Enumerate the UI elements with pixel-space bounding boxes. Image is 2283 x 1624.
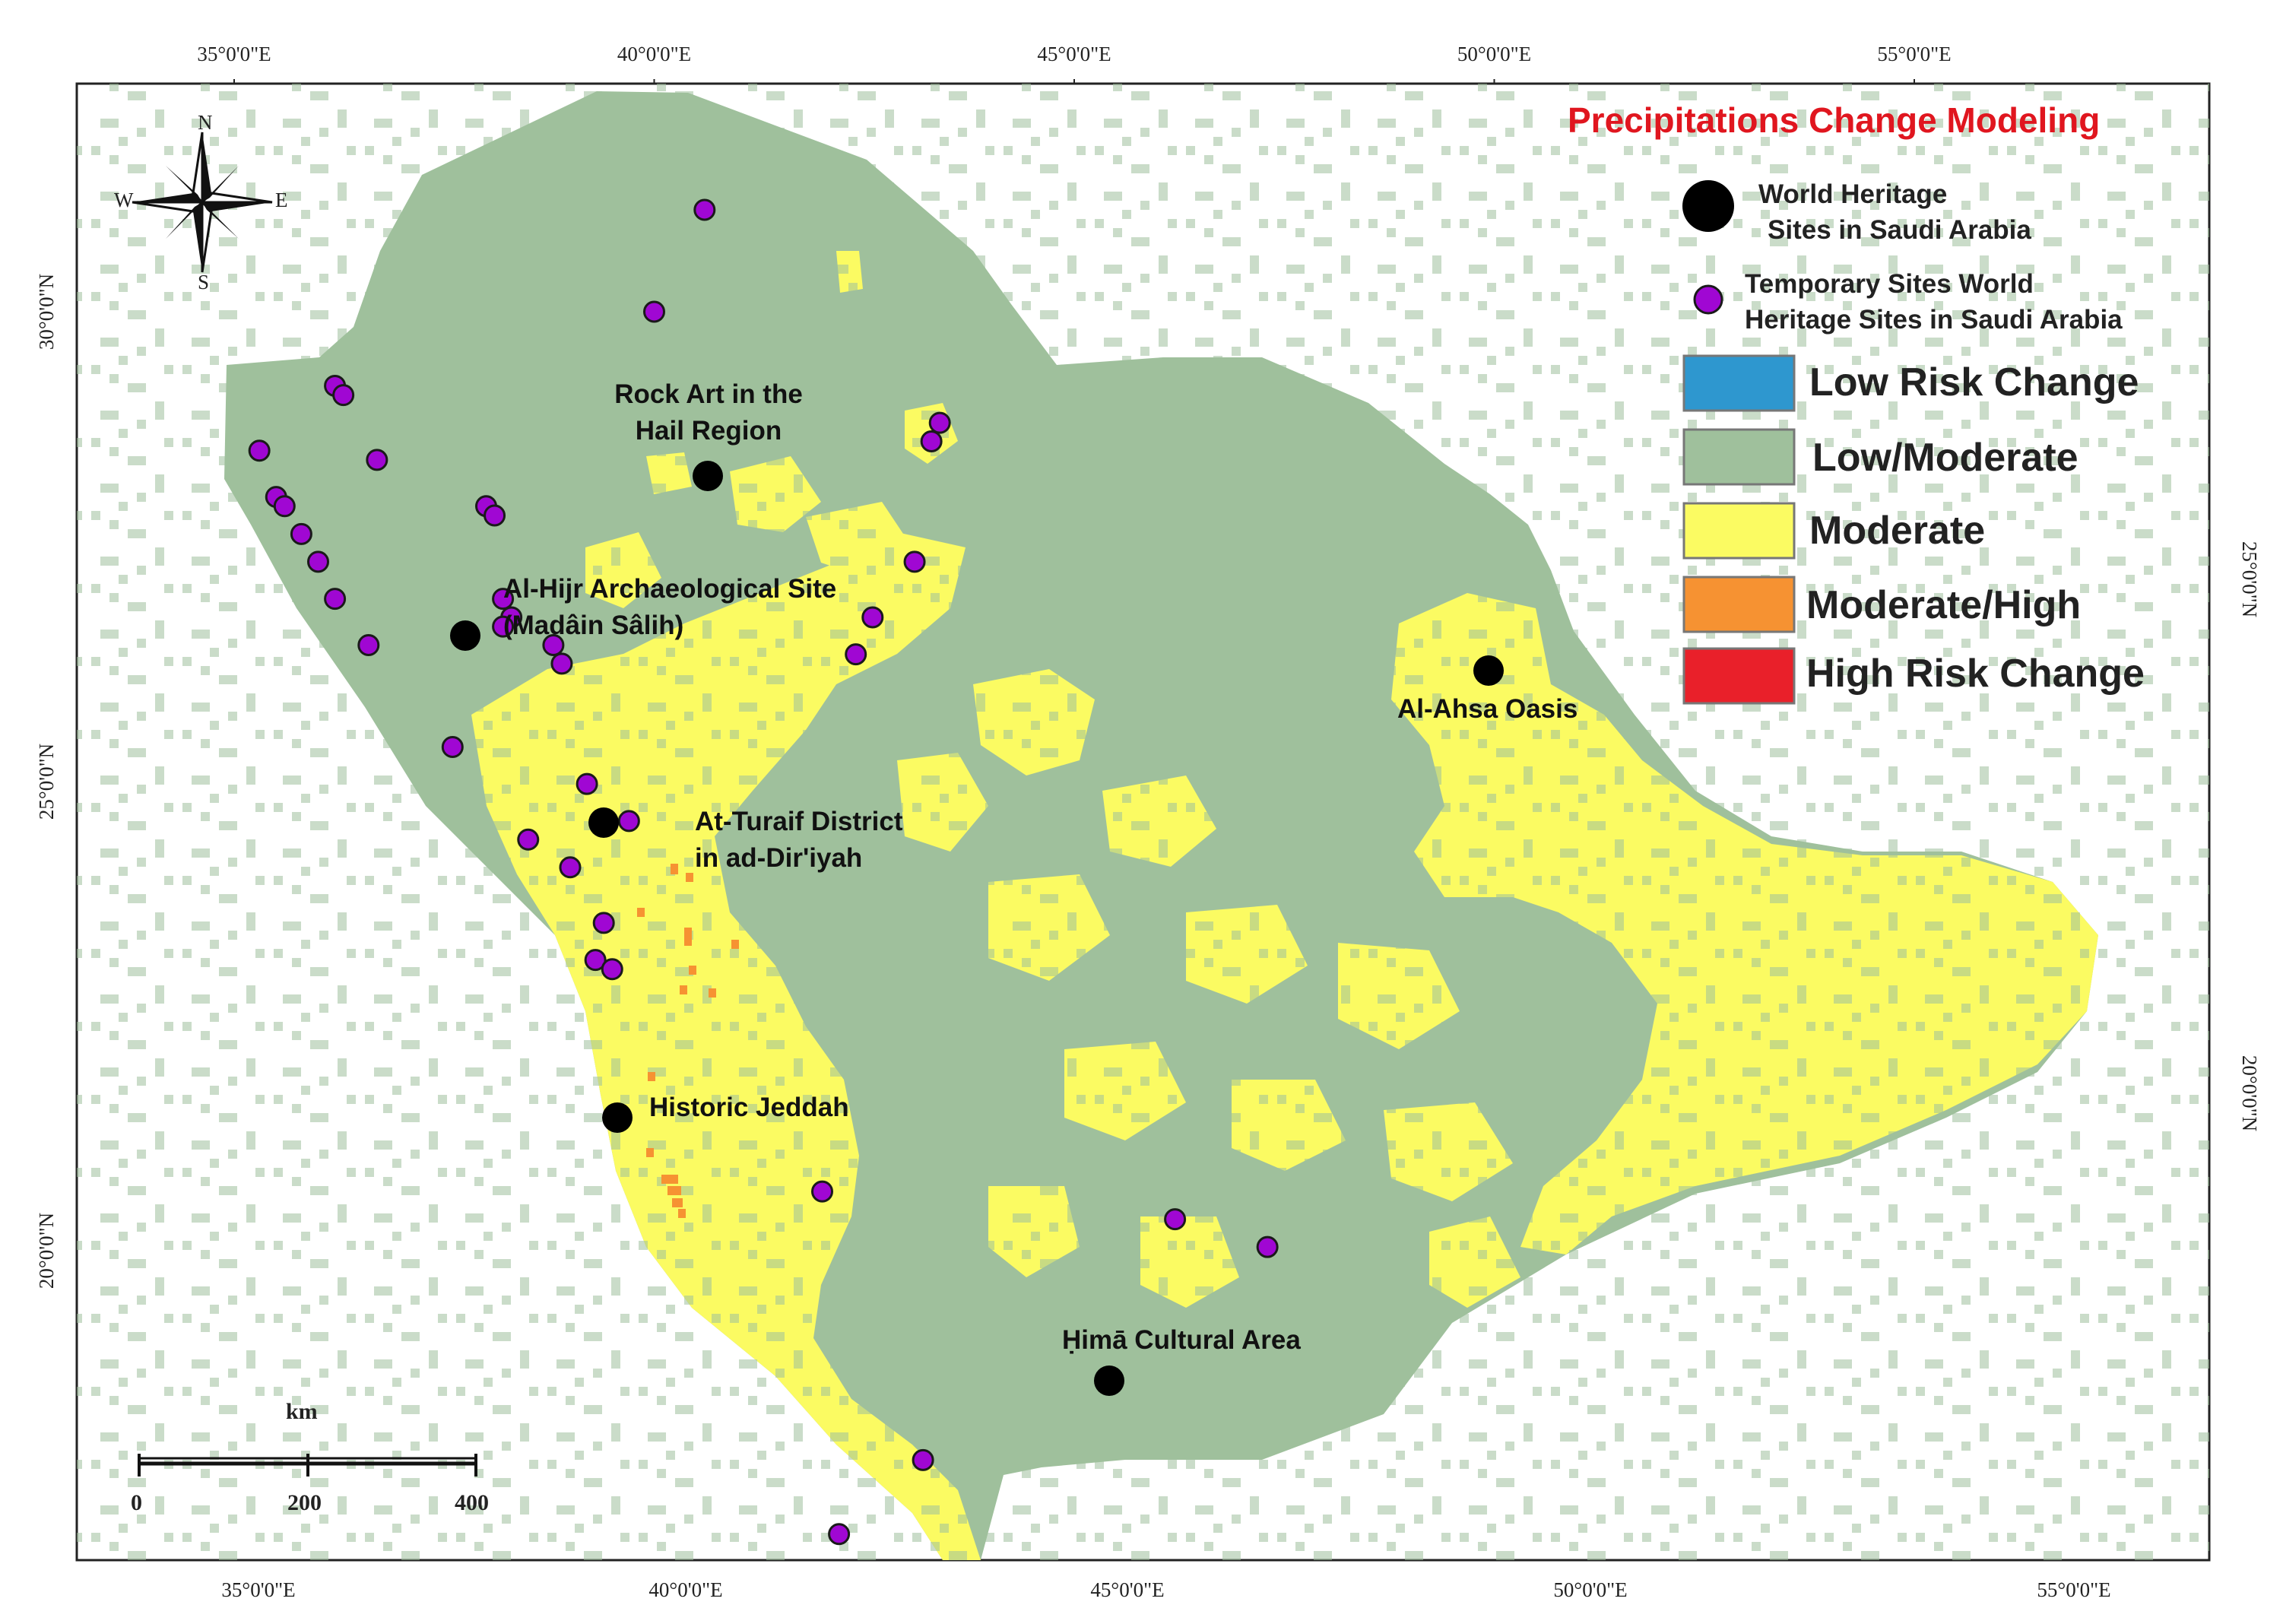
legend-label-moderate: Moderate	[1809, 509, 1985, 553]
top-tick-label: 35°0'0"E	[197, 43, 271, 65]
temporary-site-marker[interactable]	[928, 411, 951, 434]
legend-world-heritage-line2: Sites in Saudi Arabia	[1768, 215, 2031, 245]
temporary-site-marker[interactable]	[576, 772, 598, 795]
scale-label-400: 400	[455, 1490, 489, 1515]
temporary-site-marker[interactable]	[643, 300, 665, 323]
temporary-site-marker[interactable]	[248, 439, 271, 462]
world-heritage-site-label: Al-Ahsa Oasis	[1397, 694, 1577, 724]
compass-e: E	[275, 189, 288, 211]
world-heritage-sites-layer: Rock Art in the Hail Region Al-Hijr Archae…	[450, 379, 1577, 1396]
temporary-site-marker[interactable]	[550, 652, 573, 675]
compass-w: W	[114, 189, 134, 211]
compass-s: S	[198, 271, 209, 293]
world-heritage-legend-marker	[1682, 180, 1734, 232]
temporary-site-marker[interactable]	[861, 606, 884, 629]
scale-label-200: 200	[287, 1490, 322, 1515]
bottom-tick-label: 50°0'0"E	[1553, 1578, 1627, 1601]
temporary-site-marker[interactable]	[1256, 1235, 1279, 1258]
world-heritage-site-label: in ad-Dir'iyah	[695, 843, 862, 873]
graticule-ticks: 35°0'0"E 40°0'0"E 45°0'0"E 50°0'0"E 55°0'0"E…	[35, 43, 2261, 1601]
scale-label-0: 0	[131, 1490, 142, 1515]
legend-label-high-risk: High Risk Change	[1806, 652, 2145, 696]
moderate-high-zones	[637, 864, 739, 1218]
world-heritage-site-label: Historic Jeddah	[649, 1093, 849, 1122]
world-heritage-site-marker[interactable]	[450, 620, 480, 651]
legend-swatch-moderate-high	[1682, 576, 1796, 633]
temporary-site-marker[interactable]	[273, 495, 296, 518]
legend-swatch-low-risk	[1682, 354, 1796, 412]
temporary-site-marker[interactable]	[492, 615, 515, 638]
legend: World Heritage Sites in Saudi Arabia Tem…	[1682, 179, 2145, 705]
temporary-site-marker[interactable]	[324, 588, 347, 611]
temporary-site-marker[interactable]	[592, 912, 615, 934]
world-heritage-site-label: (Madâin Sâlih)	[503, 611, 683, 640]
temporary-legend-marker	[1693, 284, 1723, 315]
world-heritage-site-marker[interactable]	[1473, 655, 1504, 686]
top-tick-label: 50°0'0"E	[1457, 43, 1531, 65]
temporary-site-marker[interactable]	[559, 856, 582, 879]
temporary-site-marker[interactable]	[811, 1180, 833, 1203]
bottom-tick-label: 35°0'0"E	[221, 1578, 295, 1601]
top-tick-label: 40°0'0"E	[617, 43, 691, 65]
temporary-site-marker[interactable]	[332, 384, 355, 407]
bottom-tick-label: 45°0'0"E	[1090, 1578, 1164, 1601]
temporary-site-marker[interactable]	[693, 198, 716, 221]
compass-rose-icon: N S E W	[114, 111, 288, 293]
scale-unit: km	[286, 1399, 318, 1424]
temporary-site-marker[interactable]	[903, 550, 926, 573]
legend-world-heritage-line1: World Heritage	[1758, 179, 1947, 209]
legend-label-low-moderate: Low/Moderate	[1812, 436, 2078, 480]
temporary-site-marker[interactable]	[845, 643, 867, 666]
temporary-site-marker[interactable]	[290, 522, 312, 545]
world-heritage-site-marker[interactable]	[693, 461, 723, 491]
right-tick-label: 20°0'0"N	[2238, 1055, 2261, 1131]
left-tick-label: 20°0'0"N	[35, 1213, 58, 1289]
temporary-site-marker[interactable]	[601, 958, 623, 981]
legend-swatch-high-risk	[1682, 647, 1796, 705]
world-heritage-site-label: Ḥimā Cultural Area	[1062, 1325, 1301, 1355]
world-heritage-site-label: Rock Art in the	[614, 379, 803, 409]
legend-temporary-line1: Temporary Sites World	[1745, 269, 2034, 299]
left-tick-label: 30°0'0"N	[35, 274, 58, 350]
temporary-site-marker[interactable]	[492, 588, 515, 611]
map-title: Precipitations Change Modeling	[1568, 100, 2100, 140]
temporary-site-marker[interactable]	[484, 504, 506, 527]
world-heritage-site-label: At-Turaif District	[695, 807, 903, 836]
world-heritage-site-marker[interactable]	[602, 1102, 633, 1133]
bottom-tick-label: 40°0'0"E	[648, 1578, 722, 1601]
temporary-sites-layer	[248, 198, 1279, 1546]
legend-label-moderate-high: Moderate/High	[1806, 583, 2081, 627]
left-tick-label: 25°0'0"N	[35, 744, 58, 820]
right-tick-label: 25°0'0"N	[2238, 541, 2261, 617]
legend-temporary-line2: Heritage Sites in Saudi Arabia	[1745, 305, 2123, 335]
temporary-site-marker[interactable]	[920, 430, 943, 453]
temporary-site-marker[interactable]	[828, 1523, 851, 1546]
scale-bar: km 0 200 400	[131, 1399, 489, 1515]
top-tick-label: 45°0'0"E	[1037, 43, 1111, 65]
temporary-site-marker[interactable]	[366, 449, 388, 471]
temporary-site-marker[interactable]	[617, 810, 640, 833]
temporary-site-marker[interactable]	[912, 1448, 934, 1471]
legend-swatch-low-moderate	[1682, 428, 1796, 486]
world-heritage-site-label: Al-Hijr Archaeological Site	[503, 574, 836, 604]
legend-swatch-moderate	[1682, 502, 1796, 560]
world-heritage-site-marker[interactable]	[588, 807, 619, 838]
world-heritage-site-label: Hail Region	[636, 416, 782, 446]
temporary-site-marker[interactable]	[357, 633, 380, 656]
legend-label-low-risk: Low Risk Change	[1809, 360, 2139, 404]
temporary-site-marker[interactable]	[542, 633, 565, 656]
temporary-site-marker[interactable]	[441, 735, 464, 758]
temporary-site-marker[interactable]	[307, 550, 329, 573]
world-heritage-site-marker[interactable]	[1094, 1365, 1124, 1396]
top-tick-label: 55°0'0"E	[1877, 43, 1951, 65]
compass-n: N	[198, 111, 213, 134]
temporary-site-marker[interactable]	[1164, 1208, 1187, 1231]
temporary-site-marker[interactable]	[584, 949, 607, 972]
bottom-tick-label: 55°0'0"E	[2037, 1578, 2110, 1601]
temporary-site-marker[interactable]	[517, 828, 540, 851]
